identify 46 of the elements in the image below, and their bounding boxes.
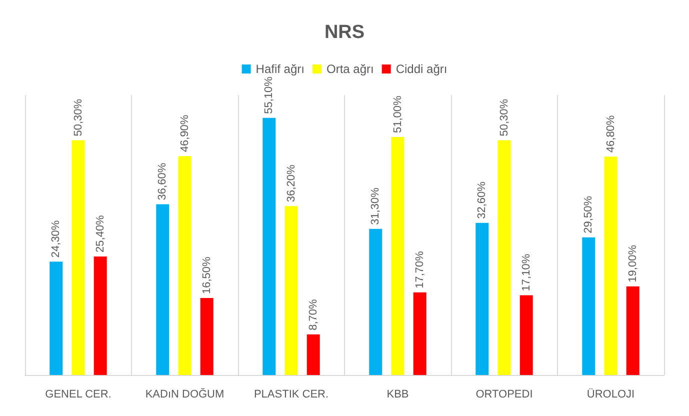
x-tick-label: GENEL CER. (45, 388, 112, 400)
data-label: 50,30% (72, 98, 84, 136)
bar (604, 156, 618, 375)
bar (626, 286, 640, 375)
data-label: 8,70% (307, 298, 320, 330)
data-label: 50,30% (498, 98, 510, 136)
data-label: 19,00% (626, 244, 639, 282)
bar (582, 237, 596, 375)
bar (200, 298, 214, 375)
bar (72, 140, 85, 375)
bar (50, 262, 63, 375)
bar (262, 118, 276, 375)
bar (520, 295, 533, 375)
bar (498, 140, 511, 375)
x-tick-label: KBB (386, 388, 409, 400)
bar (178, 156, 192, 375)
bar (156, 204, 170, 375)
data-label: 32,60% (476, 181, 488, 219)
bar (306, 334, 320, 375)
legend-label: Ciddi ağrı (396, 62, 448, 76)
bar (369, 228, 382, 375)
x-tick-label: PLASTIK CER. (254, 388, 329, 400)
data-label: 17,10% (520, 254, 532, 292)
legend-label: Hafif ağrı (256, 62, 304, 76)
x-tick-label: ORTOPEDI (476, 388, 533, 400)
bar (284, 206, 298, 375)
data-label: 16,50% (200, 256, 213, 294)
data-label: 31,30% (370, 187, 382, 225)
data-label: 17,70% (414, 250, 426, 288)
data-label: 36,60% (156, 162, 169, 200)
bar (476, 222, 489, 375)
data-label: 36,20% (285, 164, 298, 202)
data-label: 55,10% (263, 76, 276, 114)
bar (94, 256, 107, 375)
data-label: 46,80% (604, 115, 617, 153)
data-label: 29,50% (582, 196, 595, 234)
data-label: 46,90% (178, 114, 191, 152)
legend-label: Orta ağrı (326, 62, 374, 76)
bar (391, 137, 404, 375)
data-label: 25,40% (94, 214, 106, 252)
x-tick-label: ÜROLOJI (586, 388, 635, 400)
bar (413, 292, 426, 375)
data-label: 51,00% (392, 95, 404, 133)
data-label: 24,30% (50, 220, 62, 258)
x-tick-label: KADıN DOĞUM (145, 388, 224, 400)
chart-title: NRS (324, 22, 365, 43)
